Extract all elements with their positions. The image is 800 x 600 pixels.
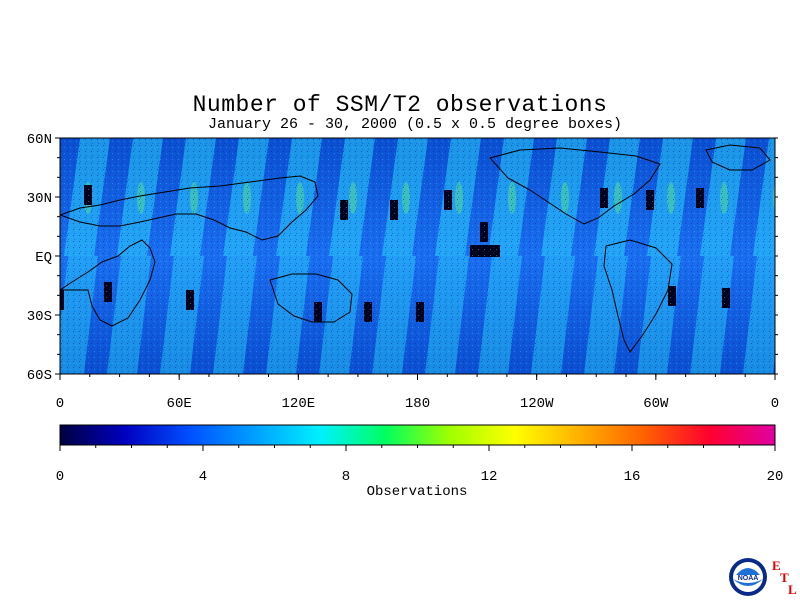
colorbar-tick-label: 0 bbox=[56, 469, 64, 485]
longitude-axis: 0 60E 120E 180 120W 60W 0 bbox=[56, 374, 779, 412]
lon-label: 60W bbox=[643, 396, 669, 412]
noaa-logo: NOAA bbox=[729, 558, 767, 596]
noise-texture bbox=[60, 138, 775, 374]
colorbar-tick-label: 16 bbox=[624, 469, 641, 485]
colorbar-label: Observations bbox=[367, 484, 468, 500]
lat-label: 30S bbox=[27, 309, 52, 325]
colorbar-axis: 0 4 8 12 16 20 bbox=[56, 445, 784, 485]
greenland-outline bbox=[705, 144, 771, 171]
etl-letter-e: E bbox=[772, 558, 781, 573]
colorbar-tick-label: 20 bbox=[767, 469, 784, 485]
etl-letter-l: L bbox=[788, 582, 797, 597]
observation-field bbox=[60, 138, 775, 374]
lat-label: 60N bbox=[27, 132, 52, 148]
logo-text: NOAA bbox=[738, 575, 759, 582]
lon-label: 120W bbox=[520, 396, 554, 412]
colorbar-tick-label: 8 bbox=[342, 469, 350, 485]
lat-label: 60S bbox=[27, 368, 52, 384]
coastlines bbox=[60, 144, 771, 353]
lon-label: 180 bbox=[405, 396, 430, 412]
south-america-outline bbox=[603, 239, 673, 353]
lon-label: 0 bbox=[56, 396, 64, 412]
colorbar-tick-label: 4 bbox=[199, 469, 207, 485]
latitude-axis: 60N 30N EQ 30S 60S bbox=[27, 132, 778, 384]
etl-letter-t: T bbox=[780, 570, 789, 585]
eurasia-outline bbox=[60, 175, 319, 241]
colorbar-tick-label: 12 bbox=[481, 469, 498, 485]
lon-label: 120E bbox=[282, 396, 316, 412]
africa-outline bbox=[60, 239, 156, 327]
lon-label: 60E bbox=[167, 396, 192, 412]
map-subtitle: January 26 - 30, 2000 (0.5 x 0.5 degree … bbox=[207, 116, 623, 133]
australia-outline bbox=[269, 273, 353, 323]
lat-label: 30N bbox=[27, 191, 52, 207]
north-america-outline bbox=[489, 147, 661, 225]
map-title: Number of SSM/T2 observations bbox=[192, 92, 608, 118]
lon-label: 0 bbox=[771, 396, 779, 412]
colorbar bbox=[59, 424, 776, 446]
lat-label: EQ bbox=[35, 250, 52, 266]
